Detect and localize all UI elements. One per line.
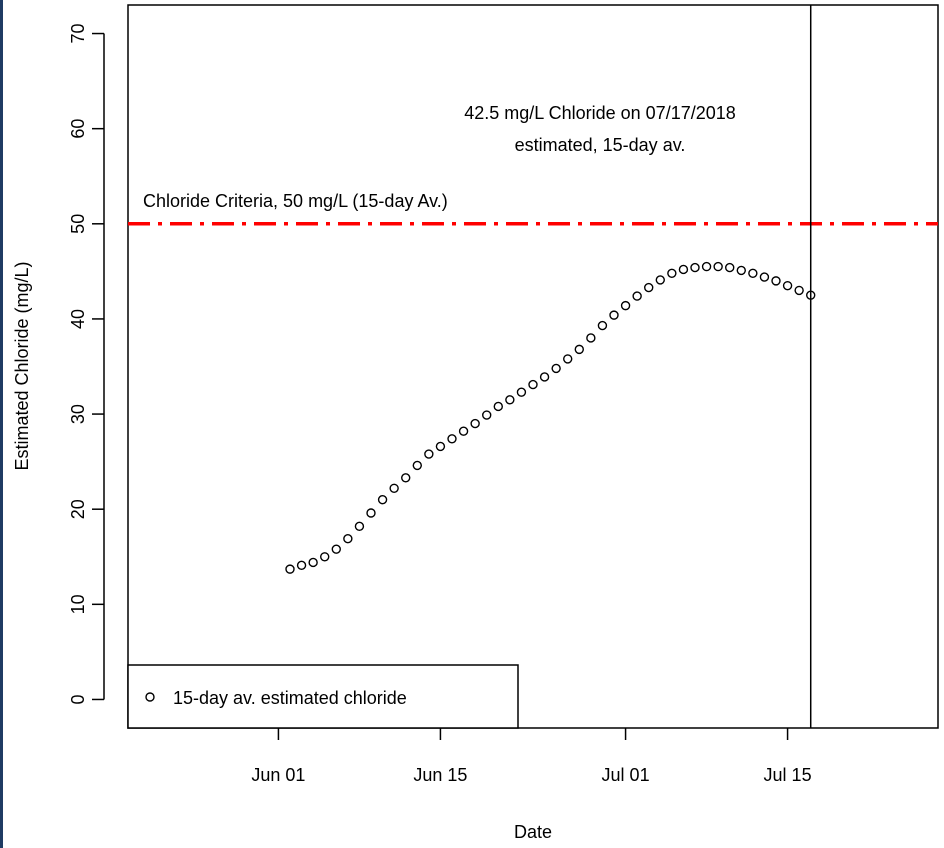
y-tick-label: 60: [68, 119, 88, 139]
chloride-chart: Chloride Criteria, 50 mg/L (15-day Av.) …: [12, 4, 939, 842]
data-point: [551, 363, 561, 374]
data-point: [285, 564, 295, 574]
data-point: [771, 276, 781, 286]
data-point: [424, 449, 434, 459]
x-tick-label: Jun 15: [413, 765, 467, 785]
data-point: [736, 265, 746, 276]
y-axis-label: Estimated Chloride (mg/L): [12, 261, 32, 470]
data-point: [354, 521, 365, 532]
data-point: [644, 282, 654, 293]
data-point: [447, 434, 457, 444]
data-point: [620, 300, 631, 311]
y-tick-label: 40: [68, 309, 88, 329]
y-tick-label: 20: [68, 499, 88, 519]
legend: 15-day av. estimated chloride: [127, 664, 519, 729]
data-point: [296, 560, 307, 571]
data-point: [563, 354, 573, 364]
data-point: [505, 395, 515, 405]
data-point: [516, 387, 527, 397]
x-tick-label: Jun 01: [251, 765, 305, 785]
data-point: [597, 320, 608, 331]
data-point: [412, 460, 422, 471]
data-point: [377, 494, 388, 505]
legend-entry: 15-day av. estimated chloride: [173, 688, 407, 708]
x-axis-label: Date: [514, 822, 552, 842]
y-tick-label: 10: [68, 594, 88, 614]
data-point: [493, 401, 503, 412]
data-point: [782, 280, 793, 291]
criteria-label: Chloride Criteria, 50 mg/L (15-day Av.): [143, 191, 448, 211]
data-point: [690, 262, 700, 273]
x-axis: Jun 01 Jun 15 Jul 01 Jul 15: [251, 728, 812, 785]
data-point: [389, 483, 399, 493]
data-point: [655, 275, 665, 285]
data-point: [725, 262, 735, 273]
data-point: [586, 333, 596, 343]
annotation-line-1: 42.5 mg/L Chloride on 07/17/2018: [464, 103, 736, 123]
data-point: [632, 291, 642, 301]
y-tick-label: 0: [68, 694, 88, 704]
data-point: [748, 268, 758, 278]
legend-box: [127, 664, 519, 729]
data-point: [308, 557, 318, 568]
plot-box: [127, 4, 939, 729]
data-point: [806, 290, 816, 300]
data-point: [331, 544, 341, 554]
y-tick-label: 70: [68, 24, 88, 44]
data-point: [667, 268, 677, 278]
data-point: [435, 441, 446, 452]
y-tick-label: 30: [68, 404, 88, 424]
data-point: [678, 264, 689, 275]
data-point: [320, 552, 330, 562]
y-tick-label: 50: [68, 214, 88, 234]
data-point: [343, 533, 353, 544]
data-point: [794, 285, 804, 296]
legend-marker-icon: [145, 692, 155, 702]
annotation-line-2: estimated, 15-day av.: [515, 135, 686, 155]
x-tick-label: Jul 01: [602, 765, 650, 785]
data-point: [458, 426, 469, 436]
data-point: [470, 418, 480, 429]
data-point: [482, 410, 492, 420]
data-point: [401, 473, 411, 483]
data-point: [574, 344, 584, 355]
data-point: [528, 379, 538, 390]
x-tick-label: Jul 15: [764, 765, 812, 785]
data-point: [701, 261, 712, 272]
data-point: [713, 261, 723, 272]
y-axis: 0 10 20 30 40 50 60 70: [68, 24, 105, 704]
data-point: [759, 272, 770, 282]
data-point: [539, 372, 550, 382]
data-point: [609, 310, 619, 320]
data-point: [366, 508, 376, 518]
series-points: [285, 261, 816, 574]
